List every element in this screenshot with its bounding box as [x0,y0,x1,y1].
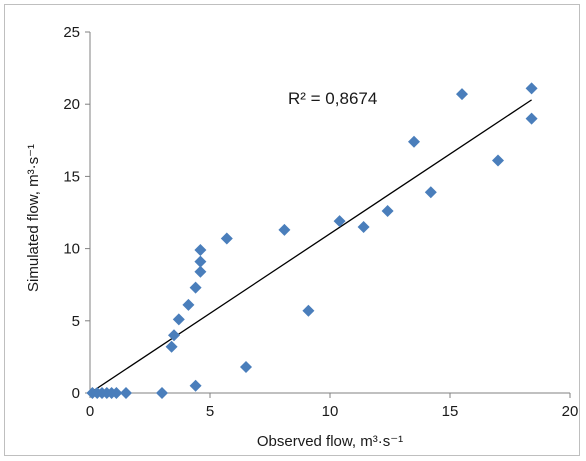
data-point [220,232,233,245]
data-point [333,215,346,228]
data-point [492,154,504,167]
data-points [86,82,538,399]
axes [85,31,571,398]
data-point [189,281,202,294]
trendline-group [89,99,532,394]
y-tick-label: 25 [63,24,80,41]
y-tick-label: 5 [72,313,80,330]
chart-frame [4,4,580,456]
data-point [278,223,291,236]
data-point [156,387,168,399]
data-point [189,379,202,392]
data-point [302,304,315,317]
x-tick-label: 10 [322,403,339,420]
y-tick-label: 10 [63,241,80,258]
tick-labels: 0 5 10 15 20 25 0 5 10 15 20 [63,24,578,420]
data-point [168,329,180,342]
data-point [381,205,394,218]
data-point [357,220,370,233]
data-point [456,88,468,101]
data-point [424,186,437,199]
x-tick-label: 0 [86,403,94,420]
data-point [120,387,132,399]
data-point [408,135,420,148]
x-tick-label: 15 [442,403,459,420]
x-tick-label: 20 [562,403,579,420]
y-tick-label: 20 [63,96,80,113]
y-axis-title: Simulated flow, m³·s⁻¹ [25,144,42,292]
y-tick-label: 0 [72,385,80,402]
trendline [89,99,532,394]
x-axis-title: Observed flow, m³·s⁻¹ [257,433,403,450]
x-tick-label: 5 [206,403,214,420]
data-point [194,265,207,278]
r-squared-annotation: R² = 0,8674 [288,89,377,108]
data-point [110,387,123,399]
data-point [194,255,207,268]
data-point [240,361,252,374]
y-tick-label: 15 [63,168,80,185]
data-point [194,244,207,257]
data-point [172,313,185,326]
data-point [525,82,538,95]
data-point [525,112,538,125]
data-point [182,298,195,311]
data-point [165,340,178,353]
